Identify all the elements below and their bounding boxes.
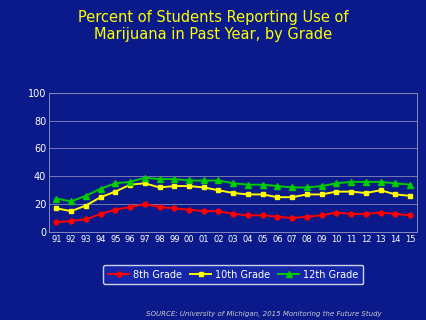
- Text: Percent of Students Reporting Use of
Marijuana in Past Year, by Grade: Percent of Students Reporting Use of Mar…: [78, 10, 348, 42]
- 8th Grade: [290, 216, 295, 220]
- 10th Grade: [275, 195, 280, 199]
- 8th Grade: [378, 211, 383, 214]
- 12th Grade: [113, 181, 118, 185]
- 8th Grade: [201, 209, 206, 213]
- 8th Grade: [363, 212, 368, 216]
- 8th Grade: [304, 215, 309, 219]
- 8th Grade: [348, 212, 354, 216]
- Line: 8th Grade: 8th Grade: [54, 202, 412, 225]
- 8th Grade: [275, 215, 280, 219]
- 10th Grade: [319, 193, 324, 196]
- 10th Grade: [54, 206, 59, 210]
- 12th Grade: [260, 183, 265, 187]
- 10th Grade: [142, 181, 147, 185]
- 12th Grade: [216, 179, 221, 182]
- 8th Grade: [245, 213, 250, 217]
- 10th Grade: [245, 193, 250, 196]
- 10th Grade: [408, 194, 413, 198]
- 8th Grade: [408, 213, 413, 217]
- 10th Grade: [216, 188, 221, 192]
- 12th Grade: [83, 194, 89, 198]
- 10th Grade: [290, 195, 295, 199]
- 8th Grade: [393, 212, 398, 216]
- 12th Grade: [187, 179, 192, 182]
- 10th Grade: [231, 191, 236, 195]
- 8th Grade: [334, 211, 339, 214]
- 10th Grade: [363, 191, 368, 195]
- 10th Grade: [260, 193, 265, 196]
- 12th Grade: [98, 187, 103, 191]
- 10th Grade: [69, 209, 74, 213]
- 12th Grade: [54, 197, 59, 201]
- 12th Grade: [348, 180, 354, 184]
- 8th Grade: [142, 202, 147, 206]
- 8th Grade: [83, 218, 89, 221]
- 8th Grade: [113, 208, 118, 212]
- 8th Grade: [319, 213, 324, 217]
- 10th Grade: [334, 190, 339, 194]
- 8th Grade: [54, 220, 59, 224]
- 10th Grade: [393, 193, 398, 196]
- 12th Grade: [245, 183, 250, 187]
- 8th Grade: [172, 206, 177, 210]
- 8th Grade: [69, 219, 74, 223]
- 10th Grade: [98, 195, 103, 199]
- 12th Grade: [127, 180, 132, 184]
- Text: SOURCE: University of Michigan, 2015 Monitoring the Future Study: SOURCE: University of Michigan, 2015 Mon…: [146, 311, 382, 317]
- 12th Grade: [231, 181, 236, 185]
- 10th Grade: [378, 188, 383, 192]
- 8th Grade: [98, 212, 103, 216]
- 10th Grade: [348, 190, 354, 194]
- 12th Grade: [363, 180, 368, 184]
- 12th Grade: [393, 181, 398, 185]
- 8th Grade: [127, 205, 132, 209]
- 12th Grade: [172, 177, 177, 181]
- 8th Grade: [187, 208, 192, 212]
- Line: 12th Grade: 12th Grade: [53, 175, 413, 204]
- 10th Grade: [201, 186, 206, 189]
- 10th Grade: [127, 183, 132, 187]
- 12th Grade: [378, 180, 383, 184]
- 8th Grade: [260, 213, 265, 217]
- 10th Grade: [157, 186, 162, 189]
- 12th Grade: [408, 183, 413, 187]
- Line: 10th Grade: 10th Grade: [54, 181, 412, 213]
- 10th Grade: [83, 204, 89, 207]
- 12th Grade: [319, 184, 324, 188]
- 12th Grade: [142, 176, 147, 180]
- 8th Grade: [216, 209, 221, 213]
- 10th Grade: [113, 190, 118, 194]
- 10th Grade: [172, 184, 177, 188]
- 8th Grade: [157, 205, 162, 209]
- 12th Grade: [275, 184, 280, 188]
- 12th Grade: [201, 179, 206, 182]
- 10th Grade: [187, 184, 192, 188]
- 12th Grade: [157, 177, 162, 181]
- 10th Grade: [304, 193, 309, 196]
- 12th Grade: [334, 181, 339, 185]
- 12th Grade: [69, 199, 74, 203]
- 12th Grade: [290, 186, 295, 189]
- 8th Grade: [231, 212, 236, 216]
- 12th Grade: [304, 186, 309, 189]
- Legend: 8th Grade, 10th Grade, 12th Grade: 8th Grade, 10th Grade, 12th Grade: [103, 265, 363, 284]
